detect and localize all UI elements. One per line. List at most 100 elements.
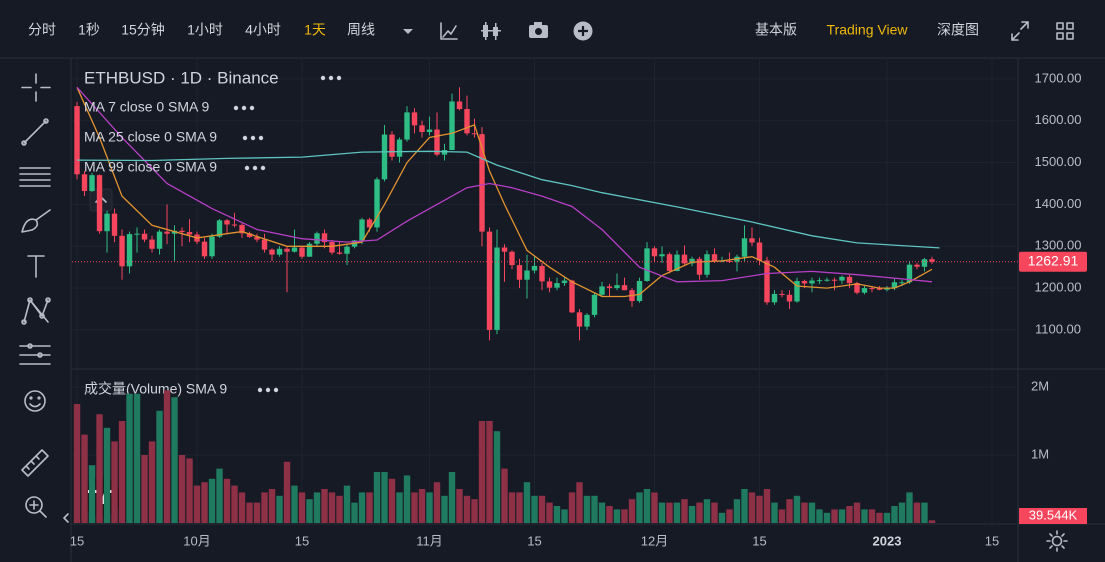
candle-body	[846, 276, 853, 284]
volume-bar	[861, 509, 868, 523]
candle-body	[389, 134, 395, 157]
volume-bar	[111, 441, 118, 523]
axes: 15 10月 15 11月 15 12月 15 2023 15 1100.00 1200.00 130…	[70, 70, 1087, 548]
interval-tab[interactable]: 4小时	[245, 22, 281, 38]
chart-title: ETHBUSD · 1D · Binance	[84, 68, 279, 87]
volume-bar	[411, 492, 418, 523]
volume-bar	[493, 431, 501, 523]
volume-bar	[643, 489, 651, 523]
volume-bar	[418, 489, 426, 523]
volume-bar	[546, 502, 553, 523]
volume-bar	[253, 502, 261, 523]
interval-tab[interactable]: 15分钟	[121, 22, 165, 38]
candle-body	[584, 314, 590, 327]
volume-bar	[381, 472, 388, 523]
volume-bar	[718, 512, 726, 523]
add-icon[interactable]	[573, 21, 593, 41]
candle-body	[186, 232, 193, 235]
volume-bar	[553, 506, 561, 523]
candle-body	[891, 282, 898, 289]
volume-bar	[576, 482, 583, 523]
brush-tool[interactable]	[21, 209, 51, 233]
ma-line	[76, 86, 933, 283]
candle-body	[426, 129, 433, 133]
fullscreen-icon[interactable]	[1011, 21, 1029, 41]
candle-body	[119, 235, 125, 267]
candle-body	[336, 252, 343, 254]
crosshair-tool[interactable]	[21, 73, 51, 102]
last-price-label: 1262.91	[1028, 252, 1079, 268]
text-tool[interactable]	[27, 255, 45, 278]
candle-style-icon[interactable]	[481, 22, 501, 40]
volume-bar	[636, 492, 643, 523]
candle-body	[359, 219, 365, 241]
candle-body	[531, 265, 538, 271]
volume-bar	[486, 421, 493, 523]
volume-bar	[921, 502, 928, 523]
volume-bar	[321, 489, 328, 523]
y-tick-label: 1100.00	[1035, 321, 1081, 336]
more-dot	[241, 105, 247, 111]
interval-tab[interactable]: 1秒	[78, 22, 100, 38]
emoji-tool[interactable]	[24, 390, 46, 412]
candle-body	[696, 258, 703, 275]
view-tab[interactable]: 基本版	[755, 22, 797, 38]
candle-body	[666, 254, 673, 271]
candle-body	[674, 254, 680, 271]
candle-body	[704, 254, 710, 275]
candle-body	[614, 285, 620, 289]
volume-bar	[906, 492, 913, 523]
volume-bar	[853, 502, 861, 523]
price-pane	[72, 86, 1018, 341]
candle-body	[561, 280, 568, 284]
view-tab[interactable]: 深度图	[937, 22, 979, 38]
more-dot	[233, 105, 239, 111]
candle-body	[711, 254, 718, 262]
volume-bar	[756, 495, 763, 523]
y-tick-label: 1M	[1031, 446, 1049, 461]
candle-body	[179, 230, 185, 233]
candle-body	[516, 265, 523, 280]
horizontal-lines-tool[interactable]	[19, 167, 51, 187]
zoom-tool[interactable]	[25, 496, 47, 518]
candle-body	[884, 288, 890, 290]
interval-tab[interactable]: 分时	[28, 22, 56, 38]
candle-body	[779, 293, 785, 295]
candle-body	[434, 129, 440, 155]
candle-body	[929, 259, 935, 262]
candle-body	[659, 254, 665, 257]
settings-icon[interactable]	[1046, 530, 1068, 552]
layout-icon[interactable]	[1056, 22, 1074, 40]
interval-tab[interactable]: 1天	[304, 22, 326, 38]
candle-body	[419, 125, 425, 133]
collapse-arrow[interactable]	[63, 513, 69, 523]
interval-tab[interactable]: 周线	[347, 22, 375, 38]
candle-body	[839, 276, 845, 281]
interval-tab[interactable]: 1小时	[187, 22, 223, 38]
volume-bar	[606, 506, 613, 523]
volume-bar	[268, 489, 276, 523]
volume-bar	[201, 482, 208, 523]
more-dot	[260, 165, 266, 171]
candle-body	[261, 239, 268, 250]
candle-body	[809, 280, 815, 284]
x-tick-label: 15	[295, 533, 309, 548]
volume-bar	[216, 468, 223, 523]
pattern-tool[interactable]	[21, 297, 51, 325]
volume-bar	[883, 512, 891, 523]
volume-bar	[291, 485, 298, 523]
volume-bar	[463, 495, 471, 523]
volume-bar	[81, 434, 88, 523]
candle-body	[321, 233, 328, 243]
view-tab[interactable]: Trading View	[827, 22, 909, 38]
ruler-tool[interactable]	[21, 449, 49, 477]
volume-bar	[651, 492, 658, 523]
trend-line-tool[interactable]	[21, 118, 49, 146]
dropdown-icon[interactable]	[403, 29, 413, 34]
volume-bar	[171, 397, 178, 523]
more-buttons[interactable]	[233, 75, 342, 393]
forecast-tool[interactable]	[19, 343, 51, 365]
camera-icon[interactable]	[529, 22, 548, 38]
indicator-icon[interactable]	[440, 22, 458, 40]
